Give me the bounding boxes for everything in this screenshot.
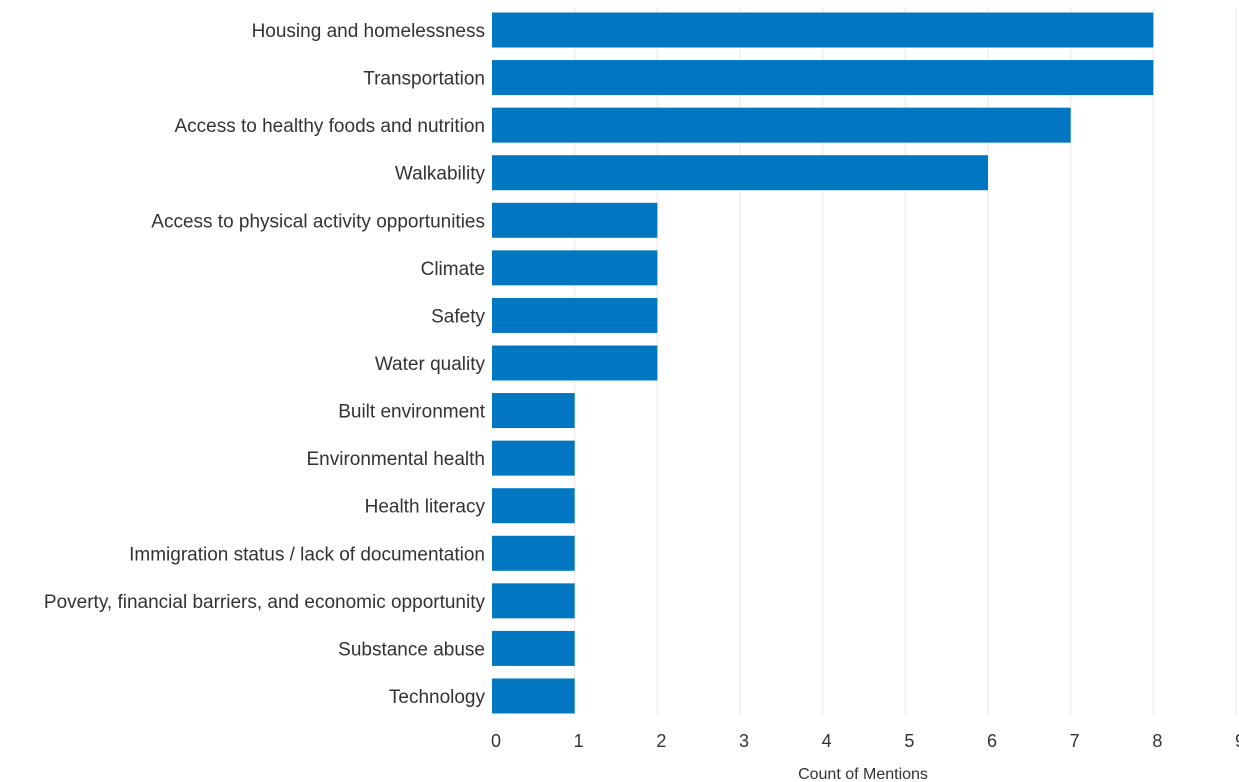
- bar: [492, 583, 575, 619]
- bar: [492, 155, 988, 191]
- category-label: Transportation: [363, 69, 485, 90]
- bar: [492, 630, 575, 666]
- category-label: Environmental health: [307, 449, 486, 470]
- x-tick-label: 6: [987, 731, 997, 751]
- x-tick-label: 9: [1235, 731, 1239, 751]
- category-label: Technology: [389, 687, 486, 708]
- category-label: Health literacy: [365, 497, 486, 518]
- category-label: Immigration status / lack of documentati…: [129, 544, 485, 565]
- x-tick-label: 2: [656, 731, 666, 751]
- bar: [492, 440, 575, 476]
- category-label: Climate: [421, 259, 485, 280]
- x-tick-layer: 0 1 2 3 4 5 6 7 8 9: [491, 731, 1239, 751]
- bar: [492, 12, 1154, 48]
- bar: [492, 107, 1071, 143]
- category-label: Substance abuse: [338, 639, 485, 660]
- x-tick-label: 0: [491, 731, 501, 751]
- bar: [492, 250, 658, 286]
- bar-layer: [492, 12, 1154, 714]
- category-label: Access to healthy foods and nutrition: [174, 116, 485, 137]
- x-tick-label: 1: [574, 731, 584, 751]
- category-label: Housing and homelessness: [252, 21, 485, 42]
- x-tick-label: 3: [739, 731, 749, 751]
- category-label-layer: Housing and homelessness Transportation Ac…: [44, 21, 486, 708]
- bar: [492, 202, 658, 238]
- category-label: Access to physical activity opportunitie…: [151, 211, 485, 232]
- category-label: Water quality: [375, 354, 486, 375]
- category-label: Safety: [431, 306, 485, 327]
- bar: [492, 345, 658, 381]
- x-tick-label: 8: [1152, 731, 1162, 751]
- category-label: Poverty, financial barriers, and economi…: [44, 592, 486, 613]
- category-label: Walkability: [395, 164, 486, 185]
- bar: [492, 297, 658, 333]
- bar: [492, 535, 575, 571]
- bar: [492, 393, 575, 429]
- x-tick-label: 4: [822, 731, 832, 751]
- x-tick-label: 7: [1070, 731, 1080, 751]
- x-tick-label: 5: [904, 731, 914, 751]
- x-axis-title: Count of Mentions: [798, 766, 928, 782]
- category-label: Built environment: [338, 402, 486, 423]
- bar: [492, 488, 575, 524]
- bar: [492, 60, 1154, 96]
- bar: [492, 678, 575, 714]
